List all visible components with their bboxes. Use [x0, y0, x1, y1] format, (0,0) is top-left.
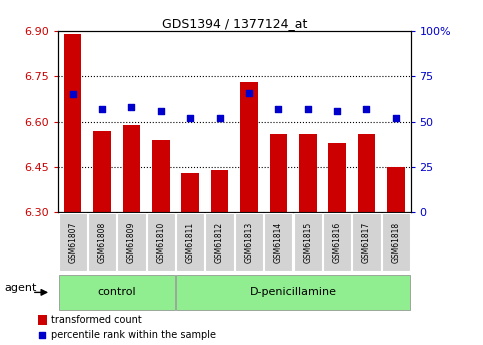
FancyBboxPatch shape: [382, 213, 410, 271]
FancyBboxPatch shape: [117, 213, 145, 271]
Point: [333, 108, 341, 114]
Text: percentile rank within the sample: percentile rank within the sample: [51, 330, 216, 340]
Bar: [182, 173, 199, 212]
FancyBboxPatch shape: [176, 275, 410, 310]
Point: [304, 106, 312, 112]
Bar: [357, 134, 375, 212]
Text: GSM61807: GSM61807: [68, 222, 77, 263]
Bar: [387, 167, 405, 212]
Text: GSM61810: GSM61810: [156, 222, 165, 263]
Text: GSM61813: GSM61813: [244, 222, 254, 263]
FancyBboxPatch shape: [176, 213, 204, 271]
Text: GSM61815: GSM61815: [303, 222, 312, 263]
Text: GSM61816: GSM61816: [333, 222, 341, 263]
Text: D-penicillamine: D-penicillamine: [250, 287, 337, 297]
Text: GSM61811: GSM61811: [185, 222, 195, 263]
Bar: [38, 315, 47, 325]
FancyBboxPatch shape: [323, 213, 351, 271]
Title: GDS1394 / 1377124_at: GDS1394 / 1377124_at: [162, 17, 307, 30]
Bar: [328, 143, 346, 212]
FancyBboxPatch shape: [235, 213, 263, 271]
Point: [186, 115, 194, 121]
FancyBboxPatch shape: [58, 275, 175, 310]
Text: GSM61812: GSM61812: [215, 222, 224, 263]
Bar: [93, 131, 111, 212]
FancyBboxPatch shape: [205, 213, 234, 271]
Point: [274, 106, 282, 112]
Point: [128, 105, 135, 110]
FancyBboxPatch shape: [264, 213, 292, 271]
FancyBboxPatch shape: [294, 213, 322, 271]
Text: GSM61814: GSM61814: [274, 222, 283, 263]
Point: [392, 115, 400, 121]
Bar: [299, 134, 316, 212]
Bar: [123, 125, 140, 212]
Text: transformed count: transformed count: [51, 315, 142, 325]
Point: [69, 92, 76, 97]
Text: agent: agent: [5, 283, 37, 293]
Bar: [240, 82, 258, 212]
FancyBboxPatch shape: [88, 213, 116, 271]
Text: GSM61817: GSM61817: [362, 222, 371, 263]
Bar: [64, 34, 82, 212]
FancyBboxPatch shape: [353, 213, 381, 271]
Point: [363, 106, 370, 112]
Point: [98, 106, 106, 112]
Text: GSM61808: GSM61808: [98, 222, 107, 263]
Text: GSM61809: GSM61809: [127, 222, 136, 263]
Text: GSM61818: GSM61818: [391, 222, 400, 263]
Bar: [152, 140, 170, 212]
FancyBboxPatch shape: [58, 213, 87, 271]
FancyBboxPatch shape: [147, 213, 175, 271]
Point: [216, 115, 224, 121]
Point: [157, 108, 165, 114]
Bar: [270, 134, 287, 212]
Point: [245, 90, 253, 96]
Text: control: control: [98, 287, 136, 297]
Bar: [211, 170, 228, 212]
Point: [38, 332, 46, 337]
